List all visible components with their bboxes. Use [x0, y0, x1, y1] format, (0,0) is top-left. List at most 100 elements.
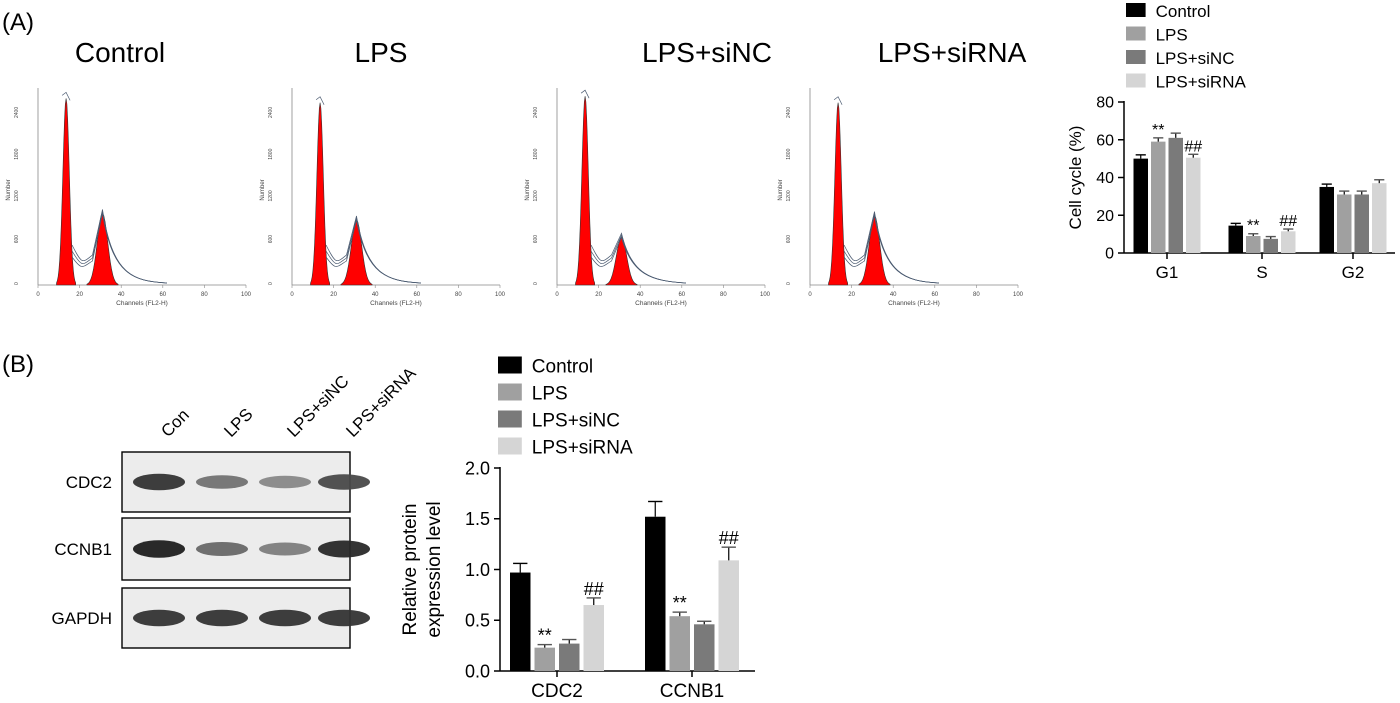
lane-label: LPS — [220, 405, 256, 441]
y-tick-label: 80 — [1096, 95, 1114, 112]
y-tick-label: 0 — [1105, 246, 1114, 263]
y-axis-label: expression level — [424, 501, 445, 637]
flow-x-tick-label: 100 — [495, 292, 506, 298]
blot-band — [259, 475, 311, 489]
flow-y-tick-label: 600 — [14, 235, 20, 244]
legend-swatch — [1126, 3, 1146, 17]
significance-mark: ## — [719, 528, 739, 548]
legend-swatch — [1126, 73, 1146, 88]
flow-y-tick-label: 1200 — [533, 190, 539, 201]
blot-label: CCNB1 — [54, 540, 112, 559]
blot-band — [318, 609, 370, 627]
flow-x-tick-label: 0 — [808, 292, 812, 298]
flow-y-label: Number — [778, 179, 784, 200]
flow-panel-3: LPS+siRNA 0 20 40 60 80 100 0 600 1200 1800 2400 Num… — [778, 37, 1027, 307]
flow-y-tick-label: 0 — [786, 282, 792, 285]
legend-label: LPS+siRNA — [532, 438, 633, 459]
blot-cdc2: CDC2 — [66, 451, 370, 513]
significance-mark: ## — [1279, 213, 1297, 230]
s-phase-trace — [325, 217, 421, 284]
flow-title: LPS+siRNA — [878, 37, 1027, 68]
blot-band — [133, 609, 185, 627]
bar — [718, 560, 739, 671]
flow-y-tick-label: 2400 — [268, 107, 274, 118]
s-phase-trace — [71, 209, 167, 284]
flow-panel-1: LPS 0 20 40 60 80 100 0 600 1200 1800 2400 Number Cha… — [260, 37, 506, 307]
blot-band — [133, 473, 185, 491]
protein-expression-chart: Control LPS LPS+siNC LPS+siRNA 0.0 0.5 1.0 1.5 2… — [400, 356, 755, 702]
g2-peak — [340, 219, 373, 286]
s-phase-trace — [325, 215, 421, 284]
g1-trace — [315, 96, 325, 105]
y-tick-label: 0.0 — [465, 661, 490, 681]
s-phase-trace — [843, 211, 939, 284]
flow-x-tick-label: 20 — [330, 292, 337, 298]
legend-label: LPS — [532, 384, 568, 405]
blot-band — [259, 542, 311, 556]
flow-x-label: Channels (FL2-H) — [635, 300, 687, 307]
bar — [1133, 158, 1148, 253]
flow-y-tick-label: 2400 — [533, 107, 539, 118]
g1-peak — [56, 98, 77, 286]
g1-peak — [575, 96, 596, 286]
y-tick-label: 1.5 — [465, 509, 490, 529]
flow-y-label: Number — [525, 179, 531, 200]
legend-swatch — [1126, 50, 1146, 64]
legend-swatch — [498, 437, 522, 455]
flow-panel-2: LPS+siNC 0 20 40 60 80 100 0 600 1200 1800 2400 Numb… — [525, 37, 772, 307]
blot-band — [196, 542, 248, 556]
panel-label-a: (A) — [2, 9, 34, 36]
g2-peak — [86, 212, 119, 286]
x-tick-label: CCNB1 — [660, 681, 724, 702]
bar — [559, 643, 580, 671]
legend-label: LPS+siNC — [532, 411, 620, 432]
blot-band — [133, 540, 185, 558]
significance-mark: ** — [538, 626, 552, 646]
blot-gapdh: GAPDH — [52, 587, 370, 649]
flow-y-tick-label: 1200 — [268, 190, 274, 201]
flow-x-tick-label: 20 — [848, 292, 855, 298]
bar — [645, 516, 666, 671]
bar — [1319, 186, 1334, 253]
flow-title: LPS+siNC — [642, 37, 772, 68]
x-tick-label: S — [1256, 263, 1267, 282]
bar — [669, 616, 690, 671]
flow-x-tick-label: 0 — [36, 292, 40, 298]
s-phase-trace — [590, 234, 686, 284]
x-tick-label: G2 — [1342, 263, 1365, 282]
flow-x-tick-label: 0 — [555, 292, 559, 298]
significance-mark: ## — [584, 579, 604, 599]
legend-swatch — [498, 410, 522, 428]
flow-x-tick-label: 40 — [637, 292, 644, 298]
g1-trace — [61, 91, 71, 101]
flow-x-tick-label: 80 — [973, 292, 980, 298]
bar — [1228, 225, 1243, 253]
flow-y-tick-label: 600 — [268, 235, 274, 244]
significance-mark: ** — [1152, 122, 1164, 139]
flow-x-tick-label: 0 — [290, 292, 294, 298]
flow-title: LPS — [355, 37, 408, 68]
flow-x-tick-label: 40 — [372, 292, 379, 298]
blot-band — [196, 475, 248, 489]
bar — [1281, 231, 1296, 253]
blot-band — [196, 609, 248, 627]
flow-y-tick-label: 1200 — [786, 190, 792, 201]
g2-peak — [858, 215, 891, 286]
flow-y-tick-label: 2400 — [786, 107, 792, 118]
y-axis-label: Cell cycle (%) — [1066, 126, 1085, 230]
bar — [1186, 157, 1201, 253]
flow-title: Control — [75, 37, 165, 68]
bar — [694, 624, 715, 671]
significance-mark: ## — [1184, 138, 1202, 155]
legend-swatch — [1126, 26, 1146, 41]
bar — [1168, 137, 1183, 253]
s-phase-trace — [325, 219, 421, 284]
legend-label: LPS+siNC — [1156, 49, 1235, 68]
bar — [1263, 238, 1278, 253]
bar — [534, 647, 555, 671]
lane-label: LPS+siRNA — [342, 363, 420, 441]
panel-label-b: (B) — [2, 351, 34, 378]
flow-y-tick-label: 2400 — [14, 107, 20, 118]
